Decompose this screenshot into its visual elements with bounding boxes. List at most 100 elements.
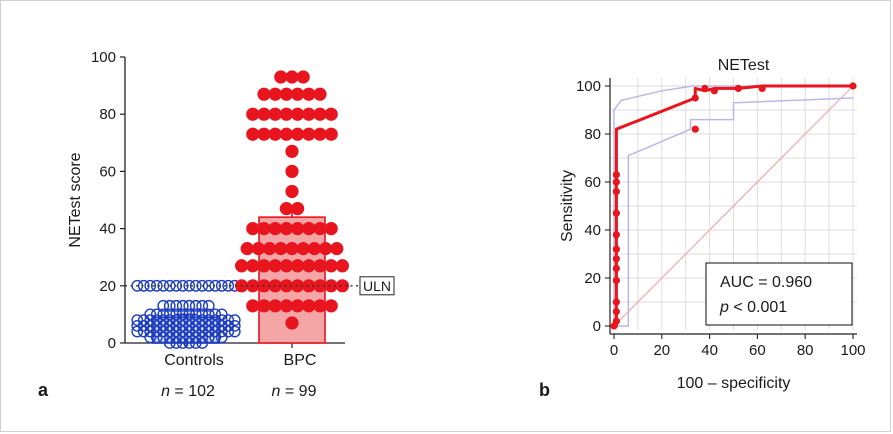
data-point-bpc [324,259,338,273]
data-point-bpc [335,279,349,293]
data-point-controls [170,299,183,312]
category-label: Controls [164,352,224,369]
sample-size-label: n = 99 [272,383,317,400]
data-point-bpc [246,127,260,141]
auc-annotation-box [705,262,853,326]
data-point-bpc [313,299,327,313]
y-tick-label: 40 [584,222,601,239]
data-point-bpc [302,222,316,236]
data-point-bpc [285,316,299,330]
roc-point [612,317,620,325]
data-point-bpc [302,87,316,101]
y-tick-label: 20 [584,270,601,287]
data-point-bpc [246,299,260,313]
sample-size-symbol: n [161,383,170,400]
data-point-controls [144,279,157,292]
roc-point [701,84,709,92]
panel-a-letter: a [38,380,49,400]
roc-point [734,84,742,92]
data-point-bpc [296,242,310,256]
data-point-bpc [307,242,321,256]
data-point-bpc [290,222,305,236]
data-point-bpc [335,259,349,273]
data-point-bpc [268,127,282,141]
data-point-bpc [279,299,293,313]
data-point-bpc [318,242,333,256]
data-point-controls [157,299,170,312]
data-point-controls [170,337,183,349]
reference-diagonal [613,85,854,327]
y-tick-label: 0 [108,335,116,352]
roc-point [612,171,620,179]
data-point-bpc [251,242,265,256]
data-point-bpc [290,87,305,101]
ci-upper-line [613,85,853,326]
data-point-controls [202,299,215,312]
y-tick-label: 60 [99,163,116,180]
data-point-bpc [279,259,293,273]
sample-size-label: n = 102 [161,383,215,400]
data-point-bpc [240,242,254,256]
data-point-bpc [302,259,316,273]
data-point-controls [150,331,163,344]
data-point-controls [189,299,202,312]
data-point-bpc [246,259,260,273]
y-tick-label: 20 [99,278,116,295]
data-point-bpc [257,107,271,121]
data-point-bpc [257,259,271,273]
roc-point [691,94,699,102]
roc-point [710,87,718,95]
data-point-bpc [257,222,271,236]
data-point-bpc [257,299,271,313]
data-point-bpc [313,127,327,141]
data-point-bpc [279,107,293,121]
y-tick-label: 80 [99,106,116,123]
data-point-bpc [285,70,299,84]
data-point-bpc [262,242,277,256]
y-tick-label: 80 [584,126,601,143]
data-point-controls [183,279,196,292]
data-point-controls [183,337,196,349]
data-point-controls [196,299,209,312]
data-point-bpc [268,259,282,273]
x-tick-label: 80 [797,342,814,359]
data-point-bpc [324,107,338,121]
x-tick-label: 40 [701,342,718,359]
data-point-bpc [313,107,327,121]
y-tick-label: 60 [584,174,601,191]
y-tick-label: 100 [576,78,601,95]
roc-point [612,298,620,306]
data-point-bpc [313,222,327,236]
panel-b-chart: NETest 0 20 40 60 80 100 0 20 40 60 80 100 100 – spec… [559,57,866,392]
roc-point [612,245,620,253]
data-point-controls [196,337,209,349]
x-tick-label: 100 [840,342,865,359]
roc-point [849,82,857,90]
data-point-controls [228,325,241,338]
data-point-controls [150,279,163,292]
data-point-bpc [313,87,327,101]
data-point-bpc [257,127,271,141]
x-axis-label: 100 – specificity [677,375,791,392]
data-point-bpc [285,144,299,158]
data-point-controls [163,299,176,312]
data-point-bpc [285,242,299,256]
data-point-bpc [290,259,305,273]
data-point-controls [131,325,144,338]
roc-point [612,255,620,263]
data-point-bpc [268,107,282,121]
roc-point [612,209,620,217]
data-point-controls [215,279,228,292]
data-point-bpc [268,87,282,101]
y-tick-label: 0 [593,318,601,335]
uln-label-box [359,276,395,296]
x-tick-label: 20 [653,342,670,359]
data-point-controls [189,337,202,349]
data-point-controls [176,299,189,312]
data-point-bpc [302,107,316,121]
roc-point [612,231,620,239]
data-point-bpc [302,299,316,313]
data-point-bpc [324,127,338,141]
data-point-bpc [235,259,249,273]
data-point-bpc [257,87,271,101]
